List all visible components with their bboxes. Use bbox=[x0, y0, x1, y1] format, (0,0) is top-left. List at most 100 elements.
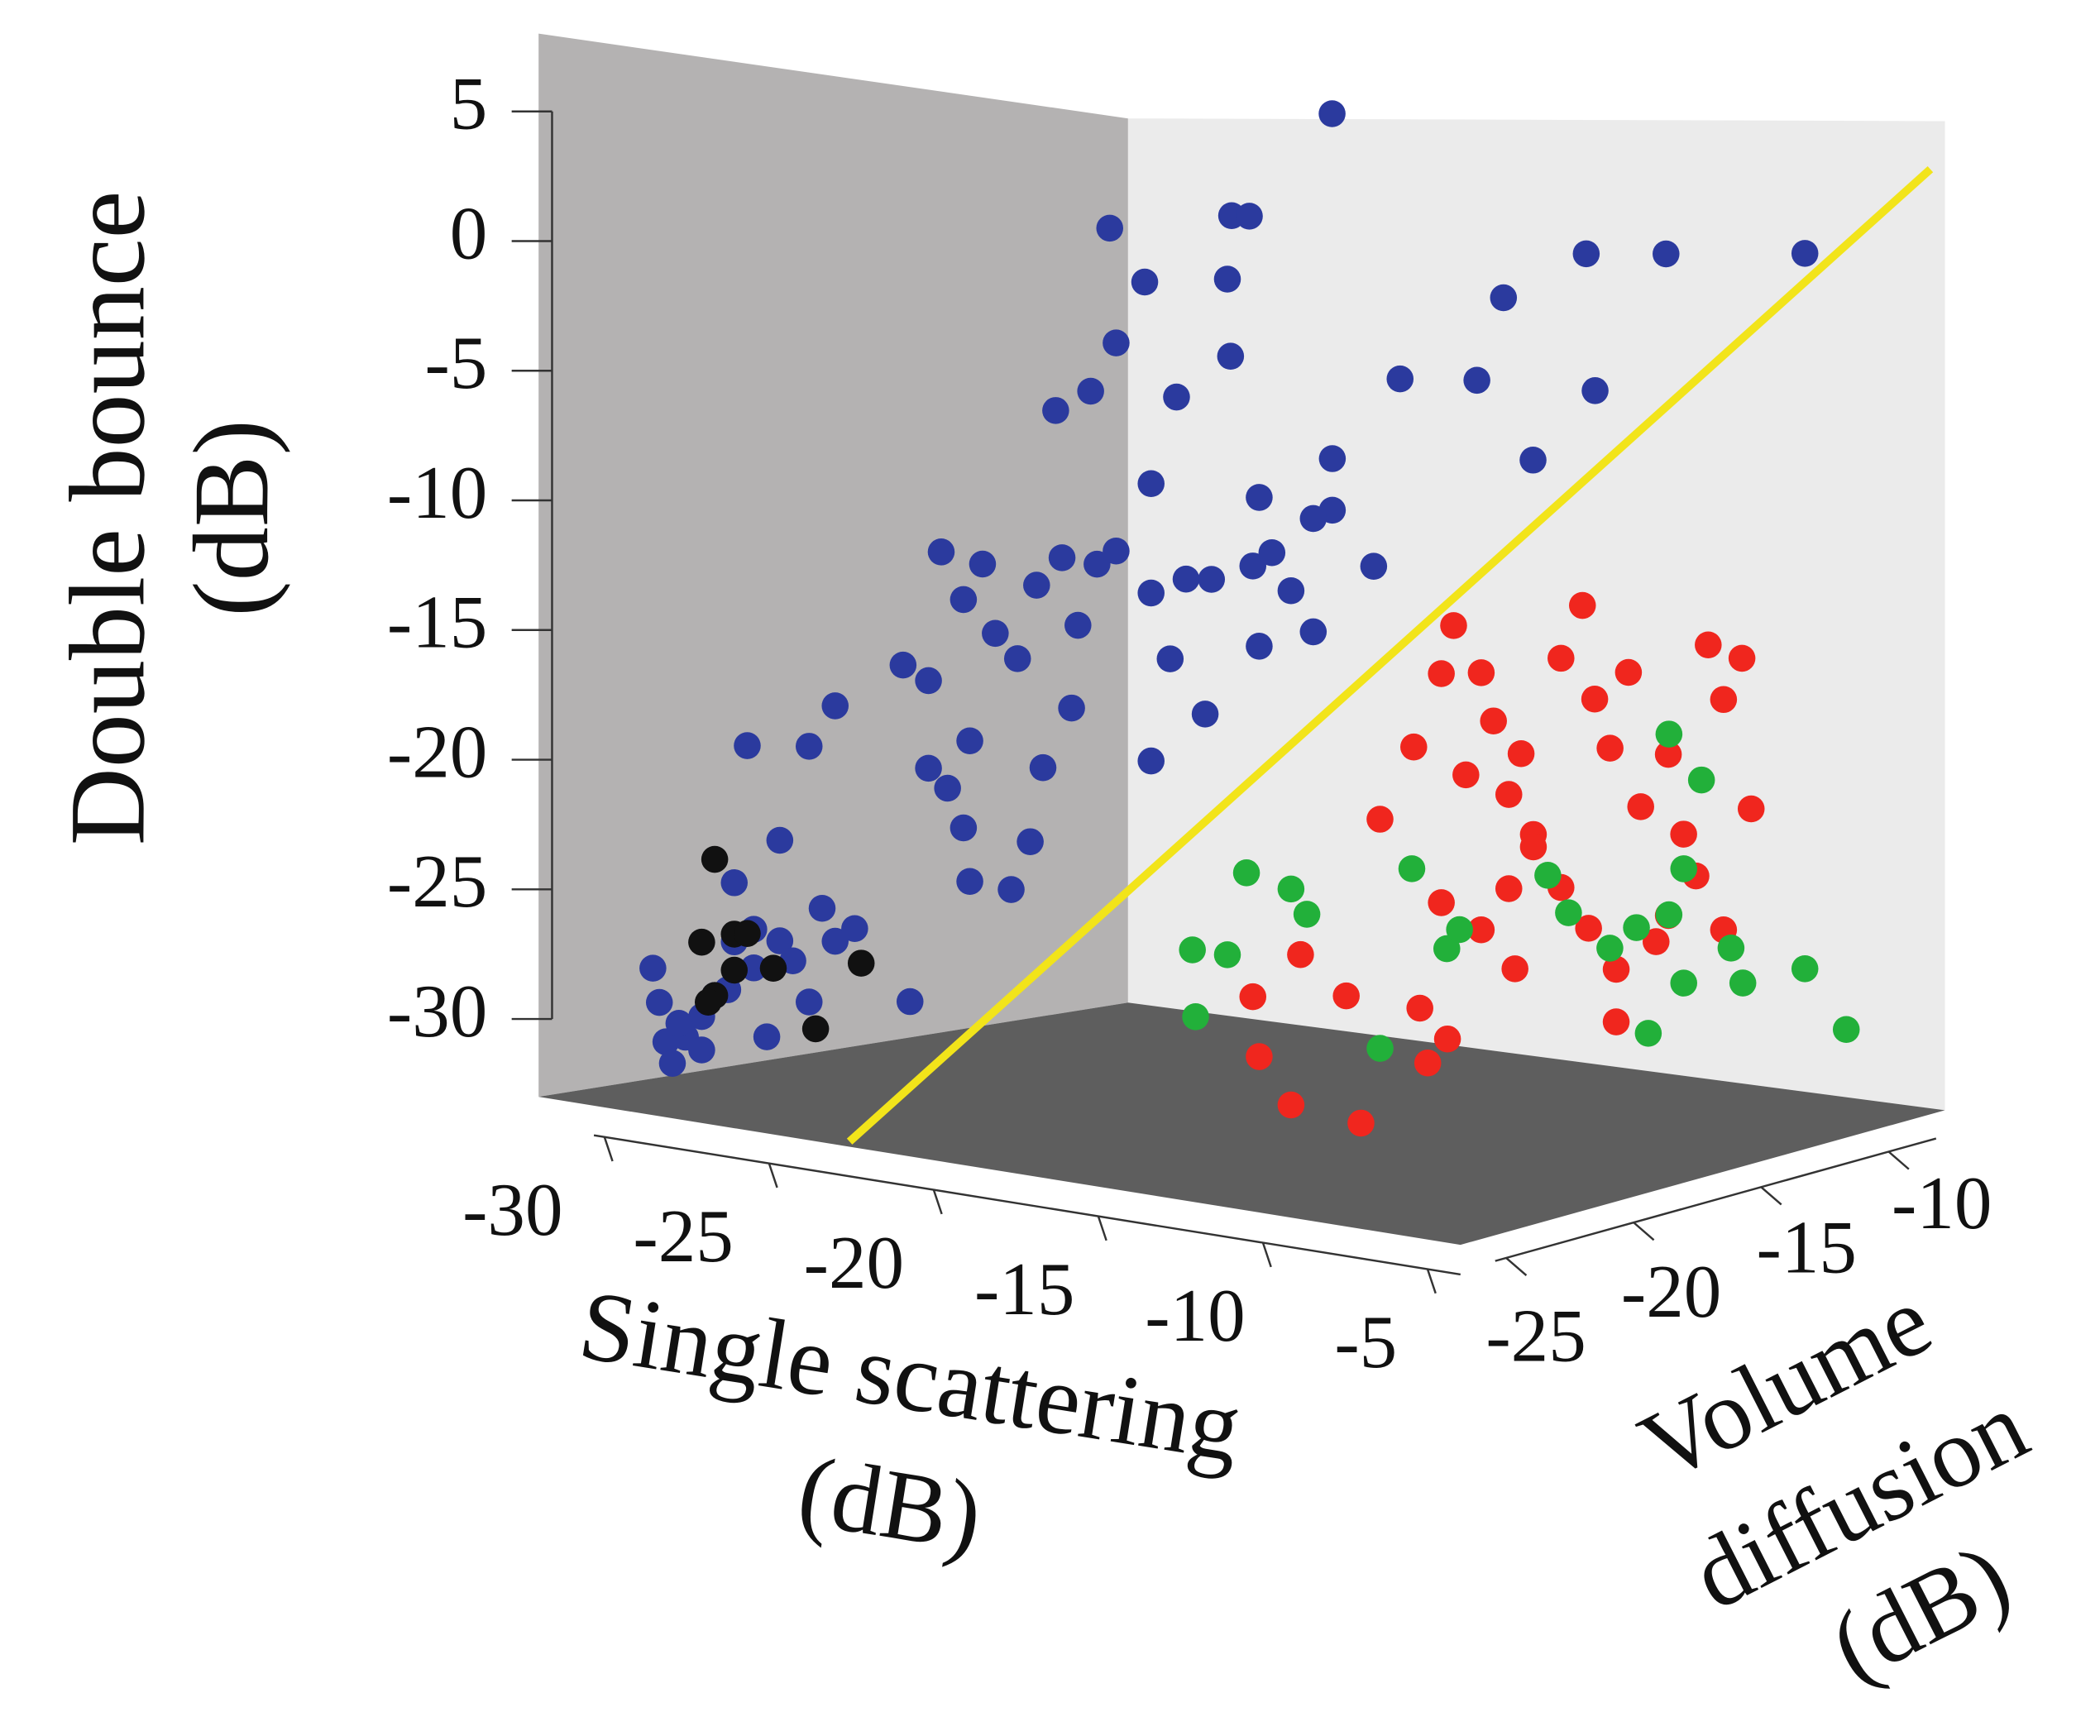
point bbox=[688, 928, 715, 956]
z-axis-title: (dB) bbox=[172, 419, 291, 617]
point bbox=[688, 1036, 715, 1064]
point bbox=[645, 988, 673, 1016]
point bbox=[1400, 733, 1428, 761]
x-tick-label: -5 bbox=[1334, 1300, 1397, 1384]
point bbox=[1581, 377, 1609, 404]
point bbox=[1299, 618, 1327, 646]
point bbox=[1096, 214, 1124, 242]
x-axis-line bbox=[593, 1134, 1461, 1276]
y-tick-label: -10 bbox=[1892, 1161, 1992, 1245]
point bbox=[1596, 935, 1624, 962]
point bbox=[1623, 914, 1650, 941]
point bbox=[1575, 915, 1602, 942]
point bbox=[915, 754, 942, 782]
point bbox=[1428, 889, 1455, 916]
point bbox=[1463, 366, 1490, 395]
point bbox=[1729, 969, 1757, 997]
point bbox=[1642, 928, 1670, 955]
point bbox=[1414, 1049, 1442, 1077]
x-tick bbox=[768, 1163, 778, 1188]
point bbox=[734, 920, 761, 947]
z-tick-label: -5 bbox=[424, 321, 487, 404]
point bbox=[1717, 935, 1745, 962]
point bbox=[795, 733, 823, 760]
point bbox=[1428, 660, 1455, 687]
point bbox=[1634, 1020, 1662, 1047]
point bbox=[1710, 686, 1738, 714]
point bbox=[982, 619, 1009, 648]
point bbox=[1137, 747, 1165, 775]
point bbox=[841, 915, 868, 942]
z-tick-label: -10 bbox=[387, 451, 487, 534]
point bbox=[1480, 707, 1507, 734]
y-tick bbox=[1633, 1222, 1655, 1241]
point bbox=[1791, 955, 1819, 983]
floor bbox=[538, 1002, 1945, 1246]
point bbox=[1495, 781, 1523, 808]
point bbox=[1507, 739, 1535, 768]
point bbox=[1293, 901, 1321, 928]
y-tick bbox=[1887, 1150, 1910, 1170]
point bbox=[1213, 941, 1241, 968]
point bbox=[694, 988, 722, 1016]
point bbox=[701, 845, 729, 873]
point bbox=[1695, 631, 1722, 659]
point bbox=[1058, 694, 1085, 722]
x-tick-label: -20 bbox=[804, 1221, 904, 1304]
point bbox=[1687, 766, 1715, 794]
point bbox=[1360, 552, 1388, 580]
point bbox=[1299, 505, 1327, 533]
x-tick-label: -10 bbox=[1145, 1274, 1245, 1357]
x-axis-title: (dB) bbox=[792, 1436, 989, 1573]
point bbox=[808, 894, 836, 922]
point bbox=[1366, 1035, 1394, 1062]
point bbox=[1156, 645, 1184, 672]
x-tick bbox=[1097, 1216, 1107, 1241]
point bbox=[1602, 1008, 1630, 1035]
point bbox=[1406, 994, 1433, 1022]
point bbox=[847, 949, 875, 977]
point bbox=[1519, 447, 1547, 474]
y-tick bbox=[1505, 1257, 1528, 1277]
point bbox=[1670, 969, 1698, 997]
point bbox=[821, 927, 849, 955]
point bbox=[1653, 240, 1680, 268]
point bbox=[1534, 862, 1562, 889]
point bbox=[1467, 659, 1495, 686]
y-axis-line bbox=[1495, 1137, 1937, 1262]
point bbox=[1239, 552, 1267, 580]
point bbox=[1191, 701, 1219, 728]
point bbox=[1232, 859, 1260, 887]
point bbox=[1433, 935, 1461, 963]
point bbox=[889, 651, 917, 679]
point bbox=[1602, 955, 1630, 983]
x-tick bbox=[1426, 1269, 1437, 1294]
point bbox=[1017, 828, 1044, 855]
z-tick-label: 0 bbox=[450, 191, 488, 275]
point bbox=[956, 868, 983, 896]
point bbox=[1246, 484, 1273, 511]
point bbox=[1318, 445, 1347, 472]
point bbox=[1277, 576, 1305, 605]
point bbox=[1064, 611, 1092, 639]
z-tick-label: 5 bbox=[450, 62, 488, 146]
point bbox=[665, 1010, 693, 1037]
z-tick-label: -15 bbox=[387, 581, 487, 664]
point bbox=[1501, 955, 1528, 983]
point bbox=[1239, 983, 1267, 1011]
point bbox=[1217, 342, 1245, 370]
point bbox=[1433, 1025, 1461, 1053]
left-wall bbox=[538, 33, 1128, 1098]
z-axis-title: Double bounce bbox=[48, 191, 167, 846]
point bbox=[1182, 1003, 1209, 1031]
point bbox=[759, 954, 787, 982]
point bbox=[1246, 1043, 1273, 1070]
y-tick bbox=[1760, 1186, 1782, 1206]
point bbox=[1791, 240, 1819, 267]
point bbox=[1003, 645, 1031, 672]
point bbox=[1137, 470, 1165, 497]
point bbox=[1728, 644, 1756, 672]
back-wall bbox=[1127, 118, 1945, 1111]
